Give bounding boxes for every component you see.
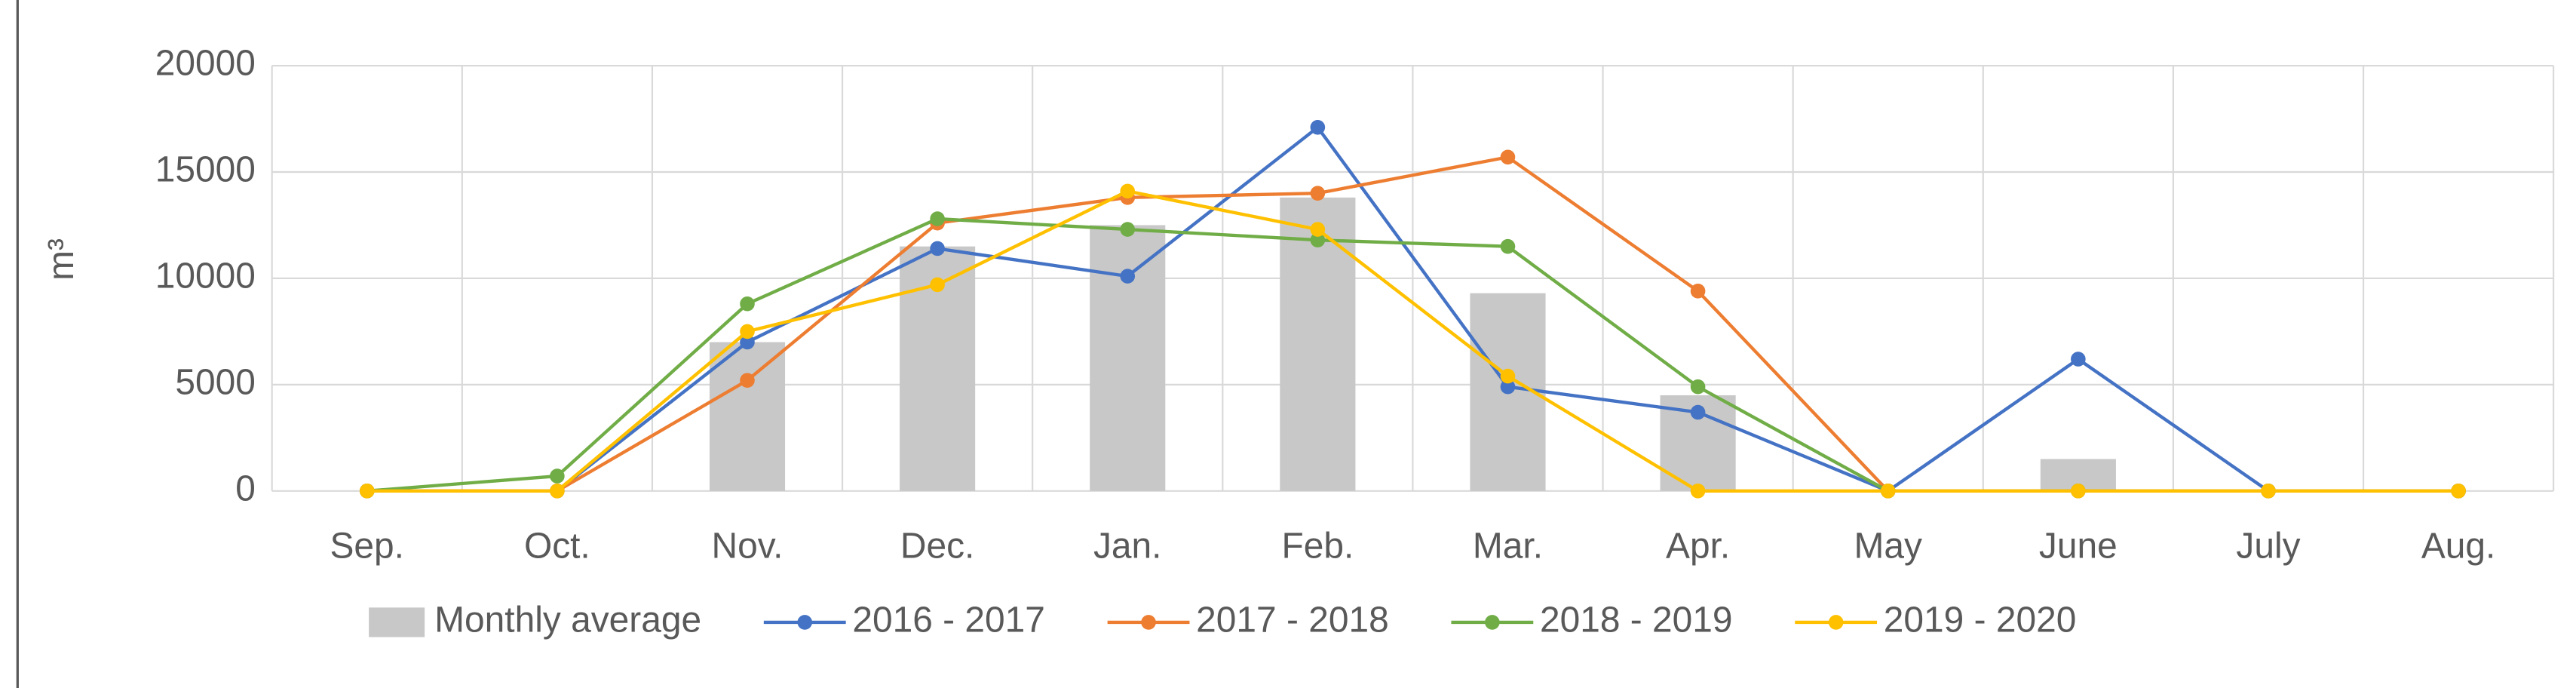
legend-label: 2017 - 2018	[1196, 600, 1389, 640]
legend-swatch-marker	[1485, 615, 1500, 630]
x-tick-label: Nov.	[712, 527, 784, 567]
line-marker	[930, 211, 945, 226]
line-marker	[2451, 484, 2466, 499]
y-tick-label: 5000	[175, 363, 256, 403]
x-tick-label: Oct.	[524, 527, 590, 567]
line-marker	[740, 334, 755, 350]
line-marker	[1500, 238, 1516, 254]
line-marker	[1310, 232, 1326, 247]
x-tick-label: Feb.	[1281, 527, 1354, 567]
line-marker	[359, 484, 375, 499]
x-tick-label: Aug.	[2421, 527, 2496, 567]
bar	[1090, 225, 1166, 491]
y-tick-label: 0	[235, 468, 256, 508]
line-marker	[1310, 186, 1326, 201]
line-marker	[2261, 484, 2276, 499]
bar	[709, 342, 786, 491]
line-marker	[1120, 222, 1136, 237]
x-tick-label: Mar.	[1473, 527, 1543, 567]
line-marker	[1690, 404, 1706, 420]
legend-label: Monthly average	[434, 600, 701, 640]
x-tick-label: Dec.	[900, 527, 974, 567]
line-marker	[2071, 484, 2086, 499]
x-tick-label: June	[2039, 527, 2118, 567]
line-marker	[1310, 120, 1326, 135]
line-marker	[740, 373, 755, 389]
line-marker	[1500, 379, 1516, 395]
line-marker	[740, 296, 755, 312]
x-tick-label: July	[2236, 527, 2300, 567]
y-tick-label: 20000	[155, 44, 256, 84]
line-marker	[1120, 269, 1136, 284]
line-marker	[740, 324, 755, 339]
line-marker	[1500, 368, 1516, 384]
line-marker	[930, 241, 945, 256]
x-tick-label: May	[1854, 527, 1923, 567]
line-marker	[930, 277, 945, 293]
legend-swatch-marker	[1828, 615, 1844, 630]
line-marker	[1690, 484, 1706, 499]
line	[366, 124, 2459, 493]
y-tick-label: 10000	[155, 256, 256, 296]
line-marker	[1690, 284, 1706, 299]
line-marker	[1880, 484, 1896, 499]
line-marker	[1690, 379, 1706, 395]
legend-label: 2019 - 2020	[1884, 600, 2077, 640]
legend-swatch	[369, 607, 425, 637]
line-marker	[1310, 222, 1326, 237]
legend-label: 2018 - 2019	[1540, 600, 1733, 640]
line	[366, 189, 2459, 493]
line-marker	[2071, 352, 2086, 367]
y-axis-label: m³	[41, 238, 81, 281]
x-tick-label: Jan.	[1093, 527, 1162, 567]
line-marker	[1500, 149, 1516, 165]
x-tick-label: Apr.	[1666, 527, 1730, 567]
x-tick-label: Sep.	[330, 527, 404, 567]
legend-swatch-marker	[797, 615, 813, 630]
y-tick-label: 15000	[155, 150, 256, 190]
line-marker	[1120, 183, 1136, 199]
legend-swatch-marker	[1141, 615, 1156, 630]
line-marker	[550, 484, 565, 499]
legend-label: 2016 - 2017	[852, 600, 1045, 640]
line-marker	[550, 468, 565, 484]
